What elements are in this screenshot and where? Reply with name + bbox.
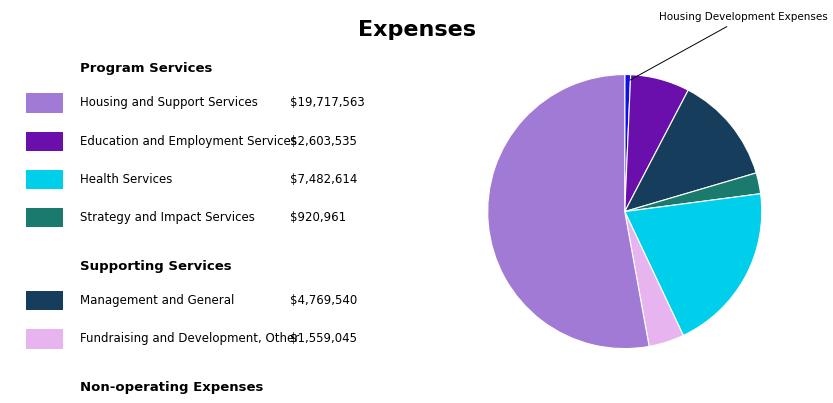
Bar: [26, 291, 62, 310]
Text: Strategy and Impact Services: Strategy and Impact Services: [80, 211, 255, 224]
Text: $2,603,535: $2,603,535: [290, 135, 357, 148]
Bar: [26, 93, 62, 113]
Wedge shape: [625, 90, 756, 212]
Bar: [26, 170, 62, 189]
Wedge shape: [625, 194, 761, 335]
Wedge shape: [488, 75, 649, 349]
Text: Supporting Services: Supporting Services: [80, 260, 232, 273]
Bar: [26, 131, 62, 151]
Text: Housing Development Expenses: Housing Development Expenses: [630, 12, 828, 80]
Text: Housing and Support Services: Housing and Support Services: [80, 96, 258, 110]
Text: Non-operating Expenses: Non-operating Expenses: [80, 381, 263, 394]
Wedge shape: [625, 75, 631, 212]
Text: $4,769,540: $4,769,540: [290, 294, 357, 307]
Wedge shape: [625, 212, 683, 347]
Text: Education and Employment Services: Education and Employment Services: [80, 135, 297, 148]
Wedge shape: [625, 75, 688, 212]
Text: $1,559,045: $1,559,045: [290, 332, 357, 345]
Text: $920,961: $920,961: [290, 211, 347, 224]
Bar: [26, 208, 62, 227]
Text: Health Services: Health Services: [80, 173, 172, 186]
Text: Program Services: Program Services: [80, 62, 212, 75]
Text: Expenses: Expenses: [357, 20, 476, 40]
Text: $7,482,614: $7,482,614: [290, 173, 357, 186]
Text: $19,717,563: $19,717,563: [290, 96, 365, 110]
Wedge shape: [625, 173, 761, 212]
Text: Management and General: Management and General: [80, 294, 235, 307]
Bar: [26, 329, 62, 349]
Text: Fundraising and Development, Other: Fundraising and Development, Other: [80, 332, 299, 345]
